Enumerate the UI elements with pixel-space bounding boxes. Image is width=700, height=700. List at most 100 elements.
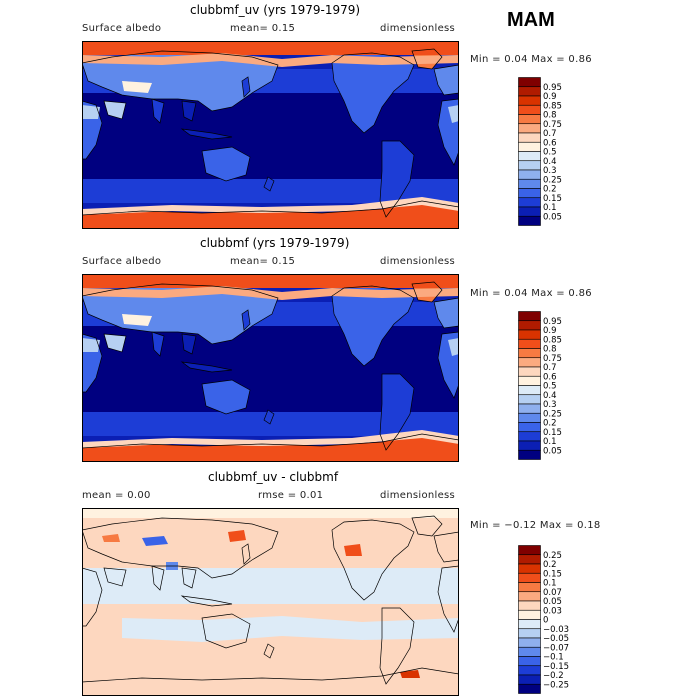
colorbar-swatch <box>518 412 541 423</box>
colorbar-label: 0.05 <box>543 597 562 607</box>
sahara-east-field <box>82 338 100 352</box>
colorbar-swatch <box>518 375 541 386</box>
colorbar-swatch <box>518 431 541 442</box>
tibet-field <box>122 314 152 326</box>
colorbar-label: 0.6 <box>543 372 557 382</box>
colorbar-swatch <box>518 169 541 180</box>
colorbar-label: 0.1 <box>543 579 557 589</box>
colorbar-swatch <box>518 600 541 611</box>
panel-3-left-label: mean = 0.00 <box>82 490 151 501</box>
colorbar-label: 0.15 <box>543 569 562 579</box>
colorbar-swatch <box>518 188 541 199</box>
colorbar-label: 0.15 <box>543 428 562 438</box>
coastline-africa-east <box>82 567 103 627</box>
colorbar-label: 0.75 <box>543 354 562 364</box>
coastline-greenland <box>411 281 443 303</box>
colorbar-label: 0.3 <box>543 166 557 176</box>
colorbar-swatch <box>518 385 541 396</box>
coastlines <box>82 48 459 229</box>
coastline-indonesia <box>180 128 233 140</box>
colorbar-swatch <box>518 357 541 368</box>
coastline-europe-west <box>433 64 459 96</box>
colorbar-swatch <box>518 422 541 433</box>
coastline-greenland <box>411 515 443 537</box>
land-field-indonesia <box>182 362 232 372</box>
land-field-australia <box>202 147 250 181</box>
colorbar-swatch <box>518 320 541 331</box>
colorbar-label: 0.25 <box>543 409 562 419</box>
colorbar-swatch <box>518 132 541 143</box>
coastline-europe-west <box>433 531 459 563</box>
land-field-arabia <box>104 101 126 119</box>
colorbar-label: 0.25 <box>543 175 562 185</box>
colorbar-swatch <box>518 197 541 208</box>
colorbar-label: 0.05 <box>543 212 562 222</box>
arctic-edge-field <box>82 53 459 67</box>
coastline-india <box>151 565 165 591</box>
panel-2-title: clubbmf (yrs 1979-1979) <box>200 236 350 250</box>
panel-3-colorbar: 0.250.20.150.10.070.050.030−0.03−0.05−0.… <box>518 545 569 694</box>
colorbar-swatch <box>518 554 541 565</box>
colorbar-label: −0.2 <box>543 671 564 681</box>
coastline-europe-asia <box>82 283 279 345</box>
land-field-europe-west <box>434 65 459 95</box>
colorbar-swatch <box>518 545 541 556</box>
colorbar-label: 0.1 <box>543 437 557 447</box>
colorbar-swatch <box>518 403 541 414</box>
colorbar-swatch <box>518 104 541 115</box>
colorbar-swatch <box>518 628 541 639</box>
panel-3-title: clubbmf_uv - clubbmf <box>208 470 339 484</box>
panel-2-mid-label: mean= 0.15 <box>230 256 296 267</box>
colorbar-swatch <box>518 683 541 694</box>
colorbar-label: 0.7 <box>543 129 557 139</box>
colorbar-label: 0.95 <box>543 317 562 327</box>
colorbar-swatch <box>518 160 541 171</box>
colorbar-swatch <box>518 656 541 667</box>
colorbar-label: 0.85 <box>543 335 562 345</box>
coastline-southeast-asia <box>181 100 197 122</box>
map-field <box>82 274 459 462</box>
panel-3-map <box>82 508 459 696</box>
colorbar-swatch <box>518 123 541 134</box>
season-label: MAM <box>507 9 555 31</box>
coastline-australia <box>201 379 251 415</box>
coastline-indonesia <box>180 595 233 607</box>
colorbar-swatch <box>518 86 541 97</box>
colorbar-label: 0.2 <box>543 185 557 195</box>
land-field-japan <box>242 77 250 97</box>
panel-2-colorbar: 0.950.90.850.80.750.70.60.50.40.30.250.2… <box>518 311 562 460</box>
coastline-japan <box>241 543 251 565</box>
coastline-africa-east <box>82 100 103 160</box>
coastline-antarctica <box>82 667 459 696</box>
coastline-new-zealand <box>263 643 275 659</box>
coastline-japan <box>241 309 251 331</box>
coastline-antarctica <box>82 200 459 229</box>
colorbar-label: 0.9 <box>543 92 557 102</box>
coastline-europe-west <box>433 297 459 329</box>
colorbar-label: 0.07 <box>543 588 562 598</box>
colorbar-label: −0.07 <box>543 643 569 653</box>
colorbar-label: 0.25 <box>543 551 562 561</box>
land-field-antarctica <box>82 434 459 462</box>
coastline-south-america <box>379 373 415 451</box>
coastline-africa-east <box>82 333 103 393</box>
colorbar-label: 0 <box>543 616 548 626</box>
land-field-north-america <box>332 286 414 366</box>
panel-2-left-label: Surface albedo <box>82 256 162 267</box>
colorbar-swatch <box>518 77 541 88</box>
colorbar-swatch <box>518 348 541 359</box>
colorbar-label: −0.25 <box>543 680 569 690</box>
colorbar-label: 0.15 <box>543 194 562 204</box>
colorbar-swatch <box>518 563 541 574</box>
land-field-south-america <box>380 141 414 217</box>
colorbar-label: 0.4 <box>543 157 557 167</box>
land-field-europe-west <box>434 298 459 328</box>
land-field-australia <box>202 380 250 414</box>
coastline-india <box>151 331 165 357</box>
coastline-europe-asia <box>82 517 279 579</box>
land-field-southeast-asia <box>182 334 196 354</box>
land-field-north-america <box>332 53 414 133</box>
colorbar-swatch <box>518 591 541 602</box>
map-field <box>82 41 459 229</box>
coastline-africa <box>437 565 459 633</box>
